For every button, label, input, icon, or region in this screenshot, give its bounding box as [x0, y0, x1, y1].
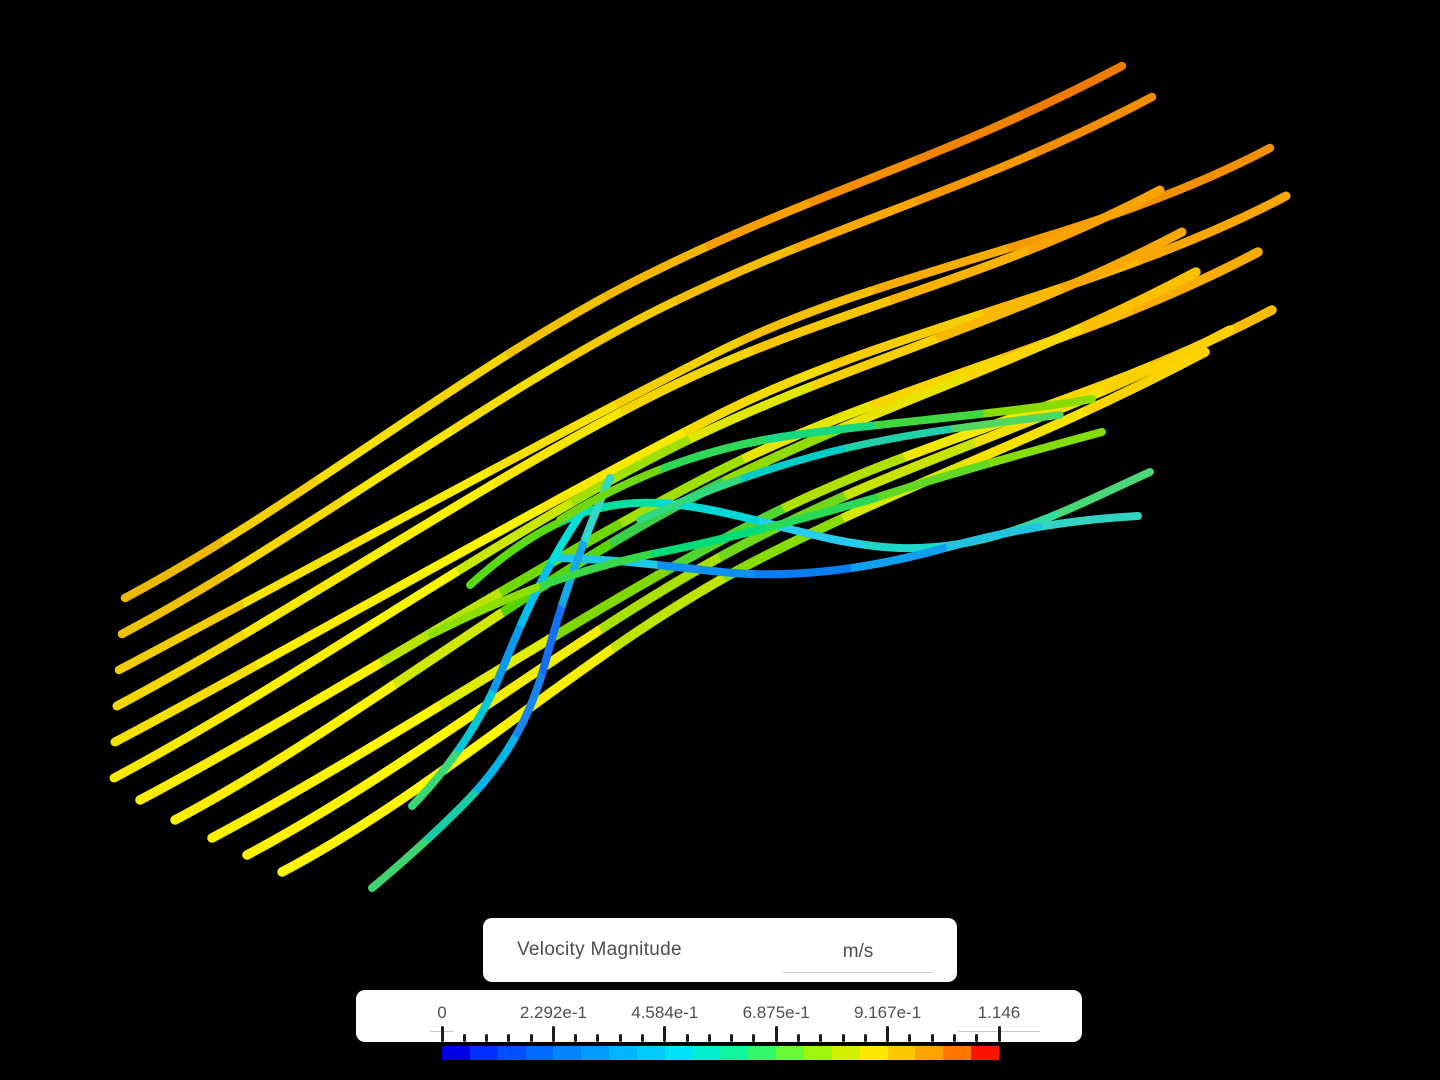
colorbar-minor-tick	[618, 1034, 622, 1042]
colorbar-minor-tick	[730, 1034, 734, 1042]
colorbar-segment	[609, 1046, 637, 1060]
colorbar-segment	[442, 1046, 470, 1060]
streamline	[428, 428, 1106, 638]
colorbar-segment	[469, 1046, 498, 1060]
colorbar-major-tick	[440, 1026, 444, 1042]
colorbar-segment	[581, 1046, 610, 1060]
streamline	[112, 185, 1165, 711]
colorbar-segment	[525, 1046, 554, 1060]
legend-title-panel: Velocity Magnitude m/s	[483, 918, 957, 982]
colorbar-segment	[553, 1046, 582, 1060]
colorbar-minor-tick	[952, 1034, 956, 1042]
colorbar-minor-tick	[975, 1034, 979, 1042]
legend-ticks-panel	[356, 990, 1082, 1042]
colorbar-major-tick	[886, 1026, 890, 1042]
colorbar-segment	[943, 1046, 972, 1060]
colorbar-tick-label: 6.875e-1	[742, 1003, 810, 1022]
colorbar-segment	[748, 1046, 777, 1060]
streamline	[556, 395, 1096, 524]
colorbar-segment	[803, 1046, 832, 1060]
colorbar-minor-tick	[707, 1034, 711, 1042]
colorbar-segment	[831, 1046, 860, 1060]
colorbar-segment	[664, 1046, 693, 1060]
colorbar-major-tick	[774, 1026, 778, 1042]
streamline	[408, 500, 592, 810]
colorbar-minor-tick	[685, 1034, 689, 1042]
colorbar-minor-tick	[507, 1034, 511, 1042]
colorbar-tick-strip	[440, 1026, 1001, 1042]
colorbar-minor-tick	[641, 1034, 645, 1042]
colorbar-tick-label: 4.584e-1	[631, 1003, 699, 1022]
colorbar-minor-tick	[796, 1034, 800, 1042]
colorbar-minor-tick	[752, 1034, 756, 1042]
colorbar-minor-tick	[462, 1034, 466, 1042]
colorbar-minor-tick	[574, 1034, 578, 1042]
colorbar-segment	[776, 1046, 804, 1060]
colorbar-segment	[915, 1046, 944, 1060]
colorbar-range-field[interactable]: 0	[437, 1003, 447, 1022]
colorbar-tick-label: 9.167e-1	[854, 1003, 922, 1022]
colorbar-major-tick	[663, 1026, 667, 1042]
streamline	[110, 191, 1291, 747]
colorbar-segment	[971, 1046, 999, 1060]
legend-unit-field[interactable]: m/s	[783, 936, 933, 973]
colorbar-minor-tick	[908, 1034, 912, 1042]
colorbar-minor-tick	[930, 1034, 934, 1042]
streamline	[556, 512, 1142, 579]
colorbar-minor-tick	[529, 1034, 533, 1042]
colorbar-major-tick	[551, 1026, 555, 1042]
colorbar	[442, 1046, 999, 1060]
streamline	[636, 411, 1064, 524]
colorbar-minor-tick	[596, 1034, 600, 1042]
colorbar-minor-tick	[819, 1034, 823, 1042]
colorbar-major-tick	[997, 1026, 1001, 1042]
colorbar-minor-tick	[485, 1034, 489, 1042]
colorbar-tick-label: 2.292e-1	[519, 1003, 587, 1022]
colorbar-segment	[720, 1046, 749, 1060]
colorbar-minor-tick	[863, 1034, 867, 1042]
colorbar-range-field[interactable]: 1.146	[977, 1003, 1021, 1022]
colorbar-minor-tick	[841, 1034, 845, 1042]
colorbar-segment	[887, 1046, 916, 1060]
streamline	[109, 227, 1187, 783]
colorbar-segment	[497, 1046, 526, 1060]
streamlines	[109, 61, 1291, 892]
colorbar-segment	[859, 1046, 888, 1060]
streamline	[117, 92, 1157, 639]
legend-title: Velocity Magnitude	[517, 939, 682, 960]
streamline	[368, 474, 614, 892]
colorbar-segment	[636, 1046, 665, 1060]
colorbar-segment	[692, 1046, 721, 1060]
streamline	[120, 61, 1127, 603]
